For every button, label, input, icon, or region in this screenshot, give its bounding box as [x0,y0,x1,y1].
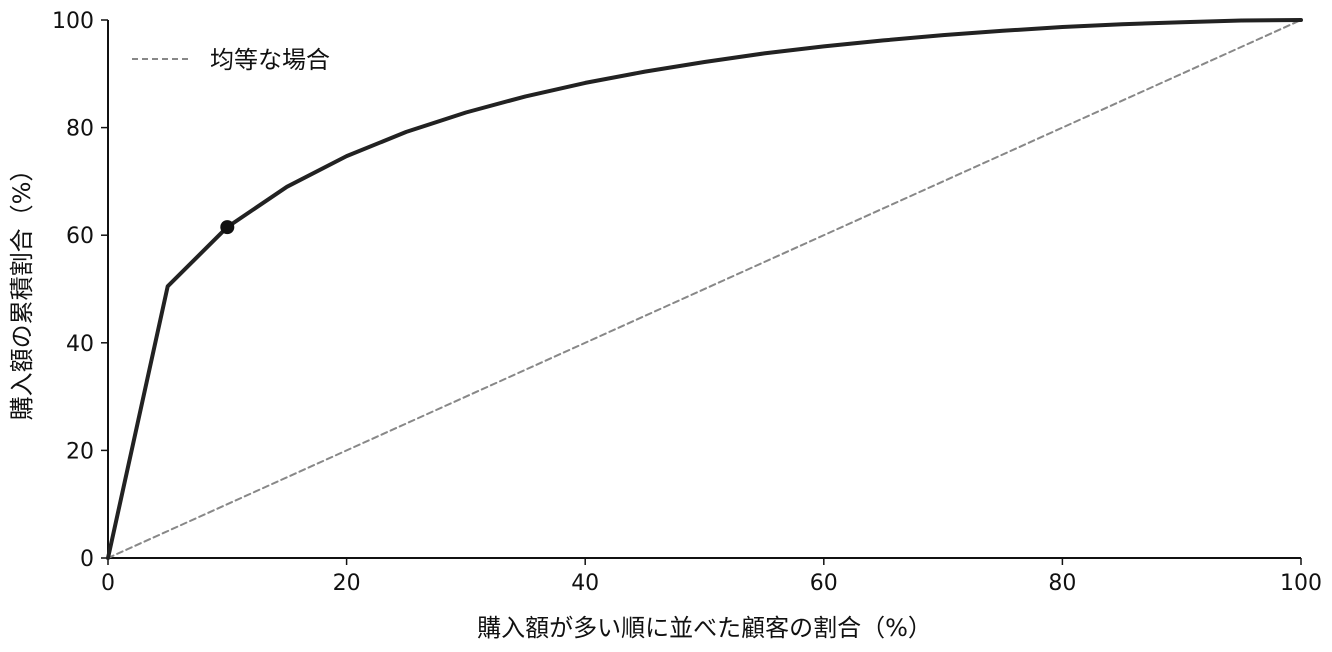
x-tick-label: 60 [810,571,838,596]
y-tick-label: 60 [66,224,94,249]
x-tick-label: 40 [571,571,599,596]
y-tick-label: 0 [80,547,94,572]
x-tick-label: 20 [333,571,361,596]
points-layer [220,220,235,235]
x-tick-label: 0 [101,571,115,596]
x-tick-label: 80 [1048,571,1076,596]
axes: 0 20 40 60 80 100 0 20 40 60 80 100 [52,9,1322,596]
x-tick-label: 100 [1280,571,1322,596]
equality-line [107,19,1302,559]
y-tick-label: 80 [66,117,94,142]
legend-label: 均等な場合 [210,46,330,74]
cumulative-line [106,18,1303,560]
series-layer [106,18,1303,560]
legend: 均等な場合 [132,46,330,74]
highlight-point [220,220,235,235]
y-axis-title: 購入額の累積割合（%） [8,158,36,421]
y-tick-label: 20 [66,439,94,464]
y-tick-label: 40 [66,332,94,357]
y-tick-label: 100 [52,9,94,34]
x-axis-title: 購入額が多い順に並べた顧客の割合（%） [477,614,932,642]
